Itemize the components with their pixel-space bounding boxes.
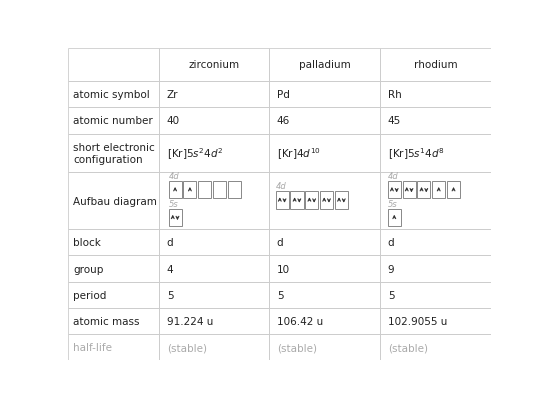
Text: 5: 5: [277, 290, 283, 300]
Text: 10: 10: [277, 264, 290, 274]
Bar: [305, 192, 318, 209]
Text: 4d: 4d: [276, 182, 286, 191]
Text: group: group: [73, 264, 104, 274]
Bar: [335, 192, 348, 209]
Bar: [417, 182, 430, 199]
Text: 5: 5: [388, 290, 394, 300]
Text: 40: 40: [167, 116, 180, 126]
Text: half-life: half-life: [73, 342, 112, 352]
Text: 106.42 u: 106.42 u: [277, 316, 323, 326]
Bar: [213, 182, 226, 199]
Bar: [183, 182, 197, 199]
Text: Rh: Rh: [388, 90, 401, 100]
Text: 9: 9: [388, 264, 394, 274]
Text: block: block: [73, 238, 101, 248]
Text: d: d: [388, 238, 394, 248]
Text: period: period: [73, 290, 106, 300]
Text: Pd: Pd: [277, 90, 290, 100]
Text: (stable): (stable): [388, 342, 428, 352]
Bar: [320, 192, 333, 209]
Text: 102.9055 u: 102.9055 u: [388, 316, 447, 326]
Text: (stable): (stable): [277, 342, 317, 352]
Bar: [276, 192, 289, 209]
Text: 4d: 4d: [388, 171, 399, 180]
Text: Zr: Zr: [167, 90, 179, 100]
Text: atomic symbol: atomic symbol: [73, 90, 150, 100]
Text: $\mathregular{[Kr]5}s^{\mathregular{2}}\mathregular{4}d^{\mathregular{2}}$: $\mathregular{[Kr]5}s^{\mathregular{2}}\…: [167, 146, 223, 162]
Bar: [388, 209, 401, 226]
Text: 5: 5: [167, 290, 174, 300]
Bar: [447, 182, 460, 199]
Bar: [169, 182, 182, 199]
Bar: [198, 182, 211, 199]
Text: 45: 45: [388, 116, 401, 126]
Text: 4d: 4d: [169, 171, 179, 180]
Text: $\mathregular{[Kr]5}s^{\mathregular{1}}\mathregular{4}d^{\mathregular{8}}$: $\mathregular{[Kr]5}s^{\mathregular{1}}\…: [388, 146, 444, 162]
Text: 5s: 5s: [169, 200, 179, 209]
Bar: [290, 192, 304, 209]
Text: d: d: [277, 238, 283, 248]
Text: 5s: 5s: [388, 200, 397, 209]
Bar: [169, 209, 182, 226]
Bar: [432, 182, 446, 199]
Bar: [402, 182, 416, 199]
Text: atomic mass: atomic mass: [73, 316, 140, 326]
Text: Aufbau diagram: Aufbau diagram: [73, 196, 157, 206]
Bar: [388, 182, 401, 199]
Bar: [228, 182, 241, 199]
Text: 4: 4: [167, 264, 174, 274]
Text: 91.224 u: 91.224 u: [167, 316, 213, 326]
Text: 46: 46: [277, 116, 290, 126]
Text: zirconium: zirconium: [189, 60, 240, 70]
Text: short electronic
configuration: short electronic configuration: [73, 143, 155, 164]
Text: rhodium: rhodium: [414, 60, 458, 70]
Text: $\mathregular{[Kr]4}d^{\mathregular{10}}$: $\mathregular{[Kr]4}d^{\mathregular{10}}…: [277, 146, 321, 162]
Text: d: d: [167, 238, 174, 248]
Text: atomic number: atomic number: [73, 116, 153, 126]
Text: palladium: palladium: [299, 60, 351, 70]
Text: (stable): (stable): [167, 342, 207, 352]
